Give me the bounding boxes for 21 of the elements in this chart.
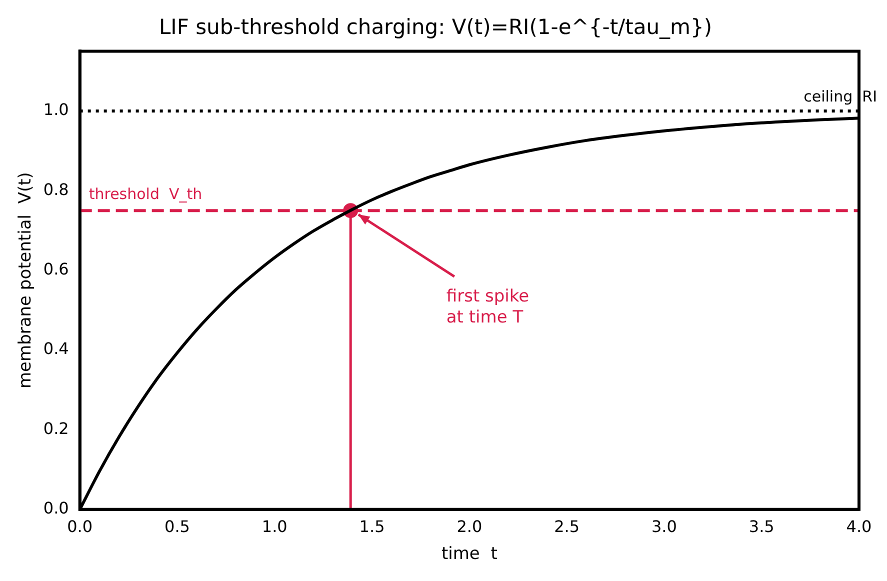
x-tick-label: 1.5: [359, 517, 385, 536]
y-tick-label: 0.4: [43, 339, 69, 358]
y-tick-label: 0.6: [43, 259, 69, 278]
ref-line-label: threshold V_th: [88, 184, 202, 203]
chart-title: LIF sub-threshold charging: V(t)=RI(1-e^{-t/tau_m}): [158, 15, 712, 40]
x-tick-label: 1.0: [262, 517, 288, 536]
ref-line-label: ceiling RI: [804, 87, 877, 106]
x-tick-label: 2.0: [456, 517, 482, 536]
x-tick-label: 4.0: [846, 517, 872, 536]
x-tick-label: 3.0: [651, 517, 677, 536]
x-tick-label: 0.5: [164, 517, 190, 536]
x-tick-label: 3.5: [748, 517, 774, 536]
x-tick-label: 0.0: [67, 517, 93, 536]
y-tick-label: 0.8: [43, 180, 69, 199]
y-axis-title: membrane potential V(t): [16, 172, 36, 389]
y-tick-label: 0.0: [43, 498, 69, 518]
x-axis-title: time t: [441, 544, 498, 564]
y-tick-label: 1.0: [43, 100, 69, 120]
y-tick-label: 0.2: [43, 418, 69, 438]
x-tick-label: 2.5: [554, 517, 580, 536]
annotation: first spike at time T: [446, 286, 530, 328]
